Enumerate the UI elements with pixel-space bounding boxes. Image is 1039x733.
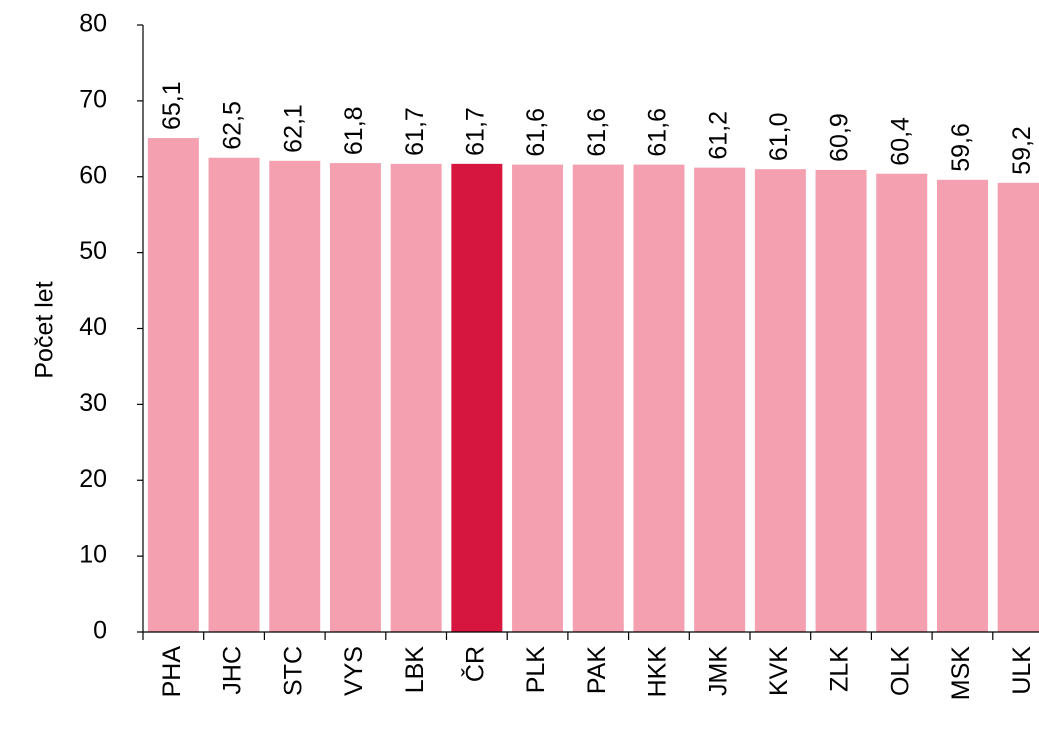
bar xyxy=(572,164,624,633)
y-tick-label: 30 xyxy=(79,389,107,417)
value-label: 65,1 xyxy=(158,81,186,130)
bar xyxy=(754,169,806,632)
value-label: 60,9 xyxy=(826,113,854,162)
bar xyxy=(512,164,564,633)
x-tick-label: VYS xyxy=(340,646,368,696)
bar xyxy=(876,173,928,632)
x-tick-label: PAK xyxy=(583,646,611,694)
bar xyxy=(390,163,442,632)
bar xyxy=(329,163,381,632)
x-tick-label: LBK xyxy=(401,646,429,694)
y-tick-label: 60 xyxy=(79,161,107,189)
value-label: 59,6 xyxy=(947,123,975,172)
x-tick-label: OLK xyxy=(886,646,914,696)
value-label: 61,8 xyxy=(340,106,368,155)
bar xyxy=(815,169,867,632)
x-tick-label: STC xyxy=(279,646,307,696)
y-tick-label: 80 xyxy=(79,10,107,38)
y-axis-label: Počet let xyxy=(31,281,59,378)
bar xyxy=(269,160,321,632)
x-tick-label: KVK xyxy=(765,646,793,696)
x-tick-label: JHC xyxy=(219,646,247,695)
y-tick-label: 70 xyxy=(79,85,107,113)
y-tick-label: 20 xyxy=(79,465,107,493)
bar xyxy=(936,179,988,632)
y-tick-label: 10 xyxy=(79,541,107,569)
x-tick-label: MSK xyxy=(947,646,975,701)
bar xyxy=(633,164,685,633)
y-tick-label: 50 xyxy=(79,237,107,265)
value-label: 62,1 xyxy=(279,104,307,153)
value-label: 61,6 xyxy=(583,108,611,157)
value-label: 59,2 xyxy=(1008,126,1036,175)
x-tick-label: HKK xyxy=(644,646,672,698)
bar xyxy=(208,157,260,632)
bar xyxy=(147,138,199,632)
x-tick-label: ČR xyxy=(460,646,489,682)
value-label: 62,5 xyxy=(219,101,247,150)
value-label: 61,2 xyxy=(704,111,732,160)
x-tick-label: JMK xyxy=(704,646,732,696)
y-tick-label: 40 xyxy=(79,313,107,341)
value-label: 60,4 xyxy=(886,117,914,166)
x-tick-label: ULK xyxy=(1008,646,1036,695)
y-tick-label: 0 xyxy=(93,617,107,645)
value-label: 61,7 xyxy=(461,107,489,156)
x-tick-label: ZLK xyxy=(826,646,854,692)
value-label: 61,6 xyxy=(522,108,550,157)
value-label: 61,7 xyxy=(401,107,429,156)
x-tick-label: PHA xyxy=(158,646,186,698)
bar xyxy=(451,163,503,632)
value-label: 61,6 xyxy=(644,108,672,157)
value-label: 61,0 xyxy=(765,112,793,161)
bar xyxy=(997,182,1039,632)
x-tick-label: PLK xyxy=(522,646,550,694)
bar xyxy=(694,167,746,632)
